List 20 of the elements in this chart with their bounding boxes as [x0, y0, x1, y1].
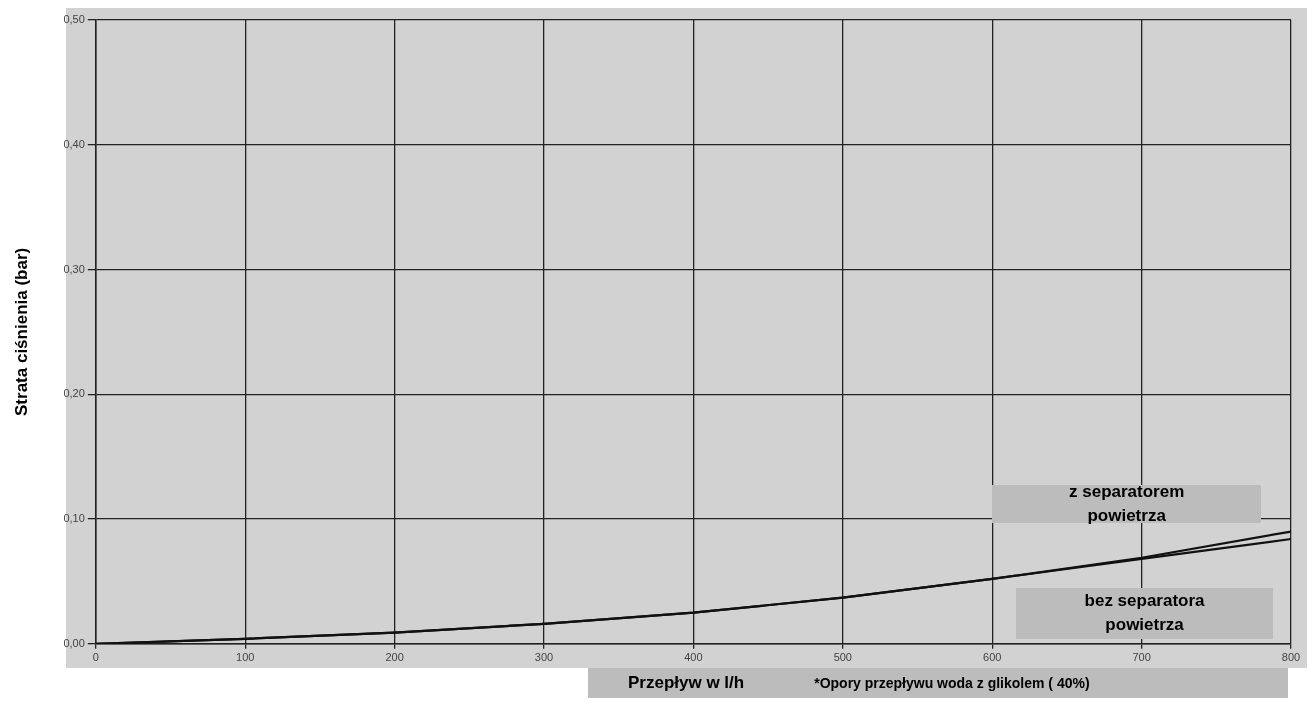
- x-tick-label: 400: [684, 651, 703, 664]
- y-tick-label: 0,30: [63, 262, 85, 275]
- y-axis-title: Strata ciśnienia (bar): [11, 247, 31, 416]
- x-tick-label: 500: [833, 651, 852, 664]
- y-tick-label: 0,00: [63, 636, 85, 649]
- y-tick-label: 0,50: [63, 13, 85, 26]
- y-tick-label: 0,40: [63, 137, 85, 150]
- x-tick-label: 0: [92, 651, 99, 664]
- series-label: z separatorem powietrza: [1068, 480, 1186, 527]
- text: *Opory przepływu woda z glikolem ( 40%): [814, 675, 1090, 691]
- x-tick-label: 200: [385, 651, 404, 664]
- y-tick-label: 0,10: [63, 512, 85, 525]
- x-tick-label: 300: [534, 651, 554, 664]
- x-tick-label: 700: [1132, 651, 1151, 664]
- x-tick-label: 600: [983, 651, 1002, 664]
- y-tick-label: 0,20: [63, 387, 85, 400]
- x-axis-title: Przepływ w l/h: [628, 673, 745, 693]
- x-tick-label: 100: [236, 651, 255, 664]
- x-tick-label: 800: [1281, 651, 1301, 664]
- series-label: bez separatora powietrza: [1083, 590, 1206, 637]
